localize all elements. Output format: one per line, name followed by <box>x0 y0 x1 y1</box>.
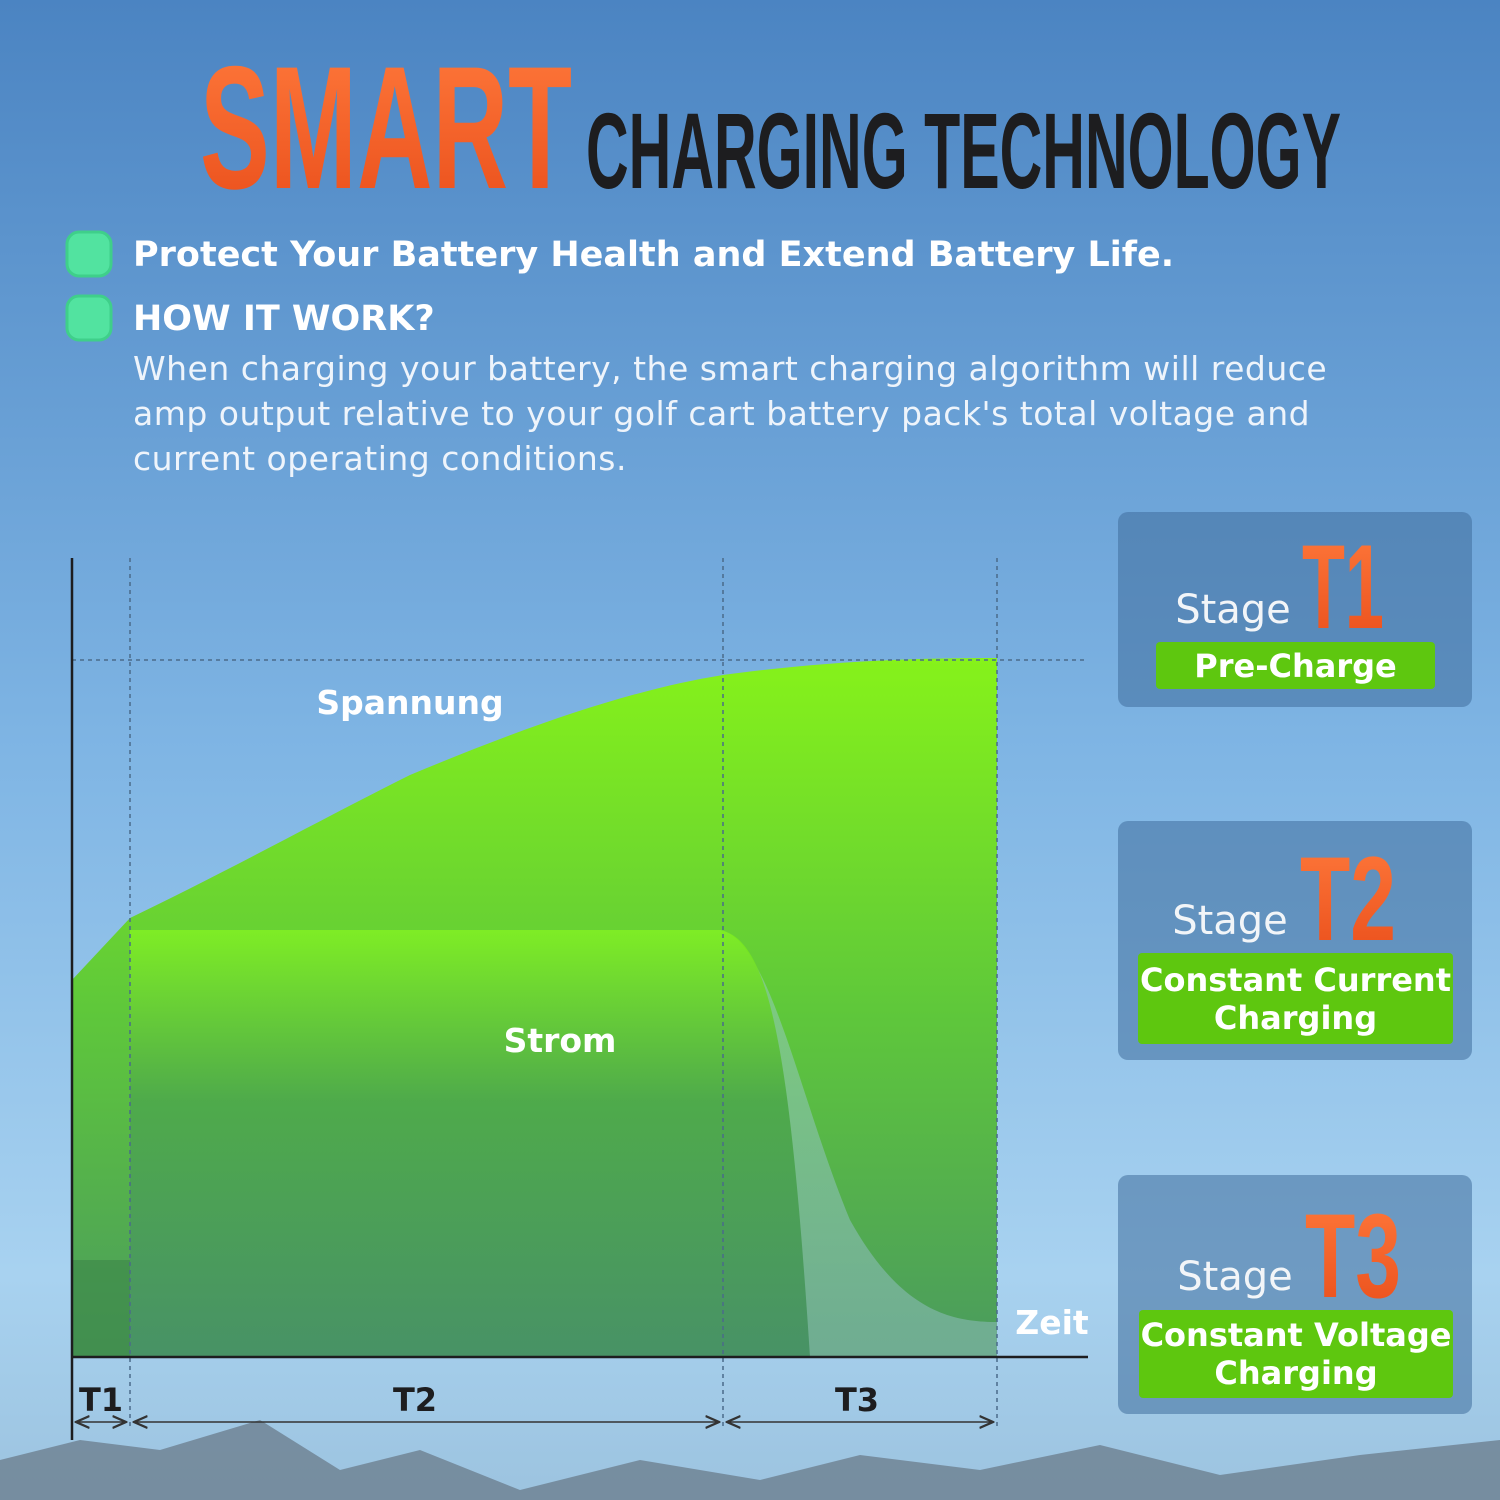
stage-name: Constant Voltage Charging <box>1139 1310 1453 1398</box>
mountains <box>0 1420 1500 1500</box>
precharge-area <box>72 1260 130 1357</box>
current-area <box>130 930 810 1357</box>
phase-label: T3 <box>835 1381 879 1419</box>
bullet-icon <box>65 294 113 342</box>
guide-lines <box>72 558 1085 1430</box>
title-accent: SMART <box>200 31 572 226</box>
voltage-label: Spannung <box>316 683 503 722</box>
body-text: When charging your battery, the smart ch… <box>133 349 1328 478</box>
phase-label: T2 <box>393 1381 437 1419</box>
title-rest: CHARGING TECHNOLOGY <box>586 90 1341 211</box>
stage-name: Pre-Charge <box>1156 642 1435 689</box>
stage-code: T1 <box>1302 520 1384 654</box>
stage-code: T3 <box>1305 1189 1401 1323</box>
current-label: Strom <box>504 1021 617 1060</box>
stage-prefix: Stage <box>1172 898 1288 944</box>
stage-prefix: Stage <box>1177 1254 1293 1300</box>
phase-label: T1 <box>79 1381 123 1419</box>
bullet-text: Protect Your Battery Health and Extend B… <box>133 235 1174 275</box>
bullet-text: HOW IT WORK? <box>133 299 435 339</box>
stage-prefix: Stage <box>1175 587 1291 633</box>
bullet-icon <box>65 230 113 278</box>
stage-name: Constant Current Charging <box>1138 953 1453 1044</box>
stage-code: T2 <box>1300 832 1396 966</box>
axis-label: Zeit <box>1015 1303 1089 1342</box>
